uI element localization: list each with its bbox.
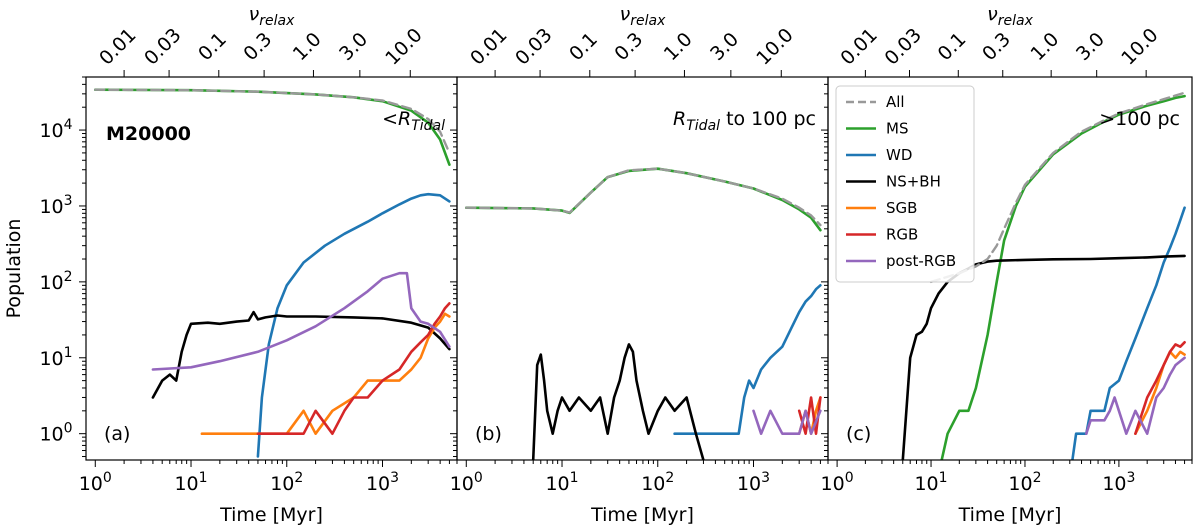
top-axis-title: νrelax (249, 3, 295, 29)
legend-label: SGB (886, 199, 917, 217)
legend-label: NS+BH (886, 173, 941, 191)
legend-label: post-RGB (886, 252, 956, 270)
top-tick-label: 0.3 (239, 28, 276, 65)
series-ns-bh (901, 254, 1186, 460)
legend-box (835, 85, 975, 283)
y-tick-label: 102 (39, 269, 72, 294)
top-tick-label: 10.0 (1117, 24, 1162, 69)
top-tick-label: 10.0 (752, 24, 797, 69)
x-tick-label: 102 (641, 470, 674, 495)
panel-3: 100 101 102 103 Time [Myr] 0.010.03 0.1 0.3 1.0 3… (821, 3, 1193, 526)
series-sgb (200, 312, 451, 436)
legend-label: MS (886, 120, 908, 138)
series-rgb (256, 302, 451, 436)
top-tick-label: 1.0 (289, 28, 326, 65)
panel-label: (b) (475, 423, 502, 445)
series-wd (256, 192, 451, 458)
top-tick-label: 10.0 (381, 24, 426, 69)
top-axis-title: νrelax (987, 3, 1033, 29)
x-tick-label: 103 (737, 470, 770, 495)
x-tick-label: 100 (821, 470, 854, 495)
x-tick-label: 101 (545, 470, 578, 495)
legend: All MS WD NS+BH SGB RGB post-RGB (835, 85, 975, 283)
x-tick-label: 101 (174, 470, 207, 495)
series-post-rgb (752, 409, 822, 436)
x-tick-label: 101 (914, 470, 947, 495)
series-all (465, 167, 822, 227)
series-rgb (1134, 340, 1186, 436)
y-axis-title: Population (3, 219, 25, 319)
region-label: >100 pc (1099, 108, 1180, 130)
panel-label: (c) (846, 423, 871, 445)
top-tick-label: 0.03 (511, 24, 556, 69)
x-tick-label: 103 (1102, 470, 1135, 495)
x-axis-title: Time [Myr] (219, 504, 323, 526)
top-tick-label: 0.3 (610, 28, 647, 65)
series-ms (464, 167, 822, 232)
series-post-rgb (1085, 356, 1186, 436)
region-label: <RTidal (382, 108, 445, 134)
top-tick-label: 0.01 (466, 24, 511, 69)
series-all (94, 88, 451, 155)
top-tick-label: 0.03 (140, 24, 185, 69)
top-tick-label: 0.01 (836, 24, 881, 69)
top-tick-label: 3.0 (706, 28, 743, 65)
series-all (929, 91, 1186, 284)
top-tick-label: 0.1 (934, 28, 971, 65)
legend-label: All (886, 93, 905, 111)
top-tick-label: 0.1 (194, 28, 231, 65)
panel-label: (a) (104, 423, 130, 445)
top-tick-label: 1.0 (660, 28, 697, 65)
x-tick-label: 103 (366, 470, 399, 495)
top-tick-label: 3.0 (335, 28, 372, 65)
panel-1: 100 101 102 103 Time [Myr] 100 101 102 103 104 Pop… (3, 3, 458, 526)
x-tick-label: 100 (450, 470, 483, 495)
panels: 100 101 102 103 Time [Myr] 100 101 102 103 104 Pop… (3, 3, 1193, 526)
series-rgb (797, 396, 822, 436)
plot-area (94, 88, 451, 458)
x-axis-title: Time [Myr] (958, 504, 1062, 526)
legend-label: RGB (886, 226, 918, 244)
y-tick-label: 103 (39, 193, 72, 218)
series-ns-bh (531, 343, 705, 460)
x-tick-label: 102 (270, 470, 303, 495)
cluster-label: M20000 (106, 123, 191, 145)
series-wd (1071, 206, 1186, 460)
series-ns-bh (151, 310, 451, 399)
top-tick-label: 0.03 (881, 24, 926, 69)
x-tick-label: 100 (79, 470, 112, 495)
top-tick-label: 3.0 (1072, 28, 1109, 65)
x-tick-label: 102 (1008, 470, 1041, 495)
top-tick-label: 0.01 (95, 24, 140, 69)
axes-frame (456, 76, 829, 461)
top-tick-label: 1.0 (1026, 28, 1063, 65)
plot-area (464, 167, 822, 460)
y-tick-label: 104 (39, 117, 72, 142)
top-tick-label: 0.3 (978, 28, 1015, 65)
panel-2: 100 101 102 103 Time [Myr] 0.01 0.03 0.1 0.3 1.0 3… (450, 3, 829, 526)
top-tick-label: 0.1 (565, 28, 602, 65)
legend-label: WD (886, 146, 912, 164)
top-axis-title: νrelax (620, 3, 666, 29)
y-tick-label: 100 (39, 421, 72, 446)
series-wd (673, 283, 822, 436)
region-label: RTidal to 100 pc (673, 108, 816, 134)
y-tick-label: 101 (39, 345, 72, 370)
x-axis-title: Time [Myr] (590, 504, 694, 526)
series-post-rgb (151, 271, 451, 371)
